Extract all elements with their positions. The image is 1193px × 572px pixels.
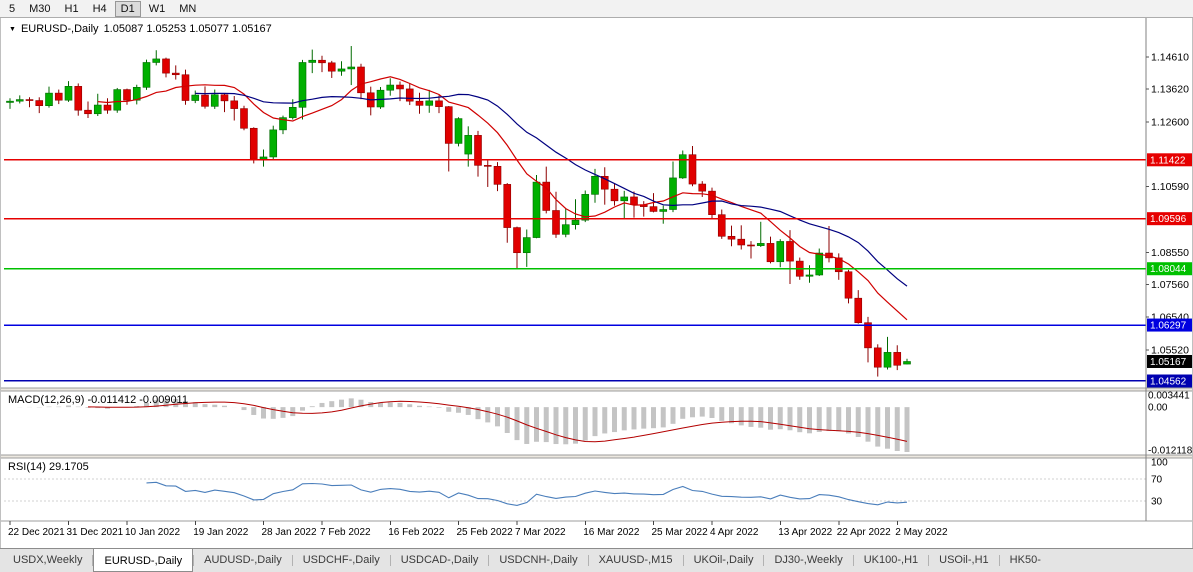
tab-separator: [291, 555, 293, 566]
svg-text:7 Mar 2022: 7 Mar 2022: [515, 527, 566, 538]
tab-separator: [389, 555, 391, 566]
svg-text:1.14610: 1.14610: [1151, 52, 1189, 64]
price-badge-1.06297: [1147, 318, 1193, 332]
tab-uk100-h1[interactable]: UK100-,H1: [863, 554, 919, 566]
price-badge-1.11422: [1147, 153, 1193, 167]
svg-text:0.00: 0.00: [1148, 403, 1168, 414]
tab-ukoil-daily[interactable]: UKOil-,Daily: [693, 554, 754, 566]
date-axis: 22 Dec 2021 31 Dec 2021 10 Jan 2022 19 Jan …: [8, 521, 948, 538]
svg-text:1.12600: 1.12600: [1151, 116, 1189, 128]
tab-separator: [92, 555, 94, 566]
price-badge-1.08044: [1147, 262, 1193, 276]
svg-text:16 Feb 2022: 16 Feb 2022: [388, 527, 445, 538]
svg-text:31 Dec 2021: 31 Dec 2021: [67, 527, 124, 538]
svg-text:0.003441: 0.003441: [1148, 391, 1190, 402]
price-badge-1.09596: [1147, 212, 1193, 226]
svg-text:30: 30: [1151, 497, 1163, 508]
svg-text:100: 100: [1151, 458, 1168, 469]
svg-text:1.06297: 1.06297: [1150, 321, 1187, 332]
timeframe-button-MN[interactable]: MN: [179, 2, 197, 15]
tab-usdcnh-daily[interactable]: USDCNH-,Daily: [499, 554, 578, 566]
timeframe-toolbar: 5 M30 H1 H4 D1 W1 MN: [0, 0, 1193, 18]
tab-usdx-weekly[interactable]: USDX,Weekly: [13, 554, 83, 566]
svg-text:7 Feb 2022: 7 Feb 2022: [320, 527, 371, 538]
tab-xauusd-m15[interactable]: XAUUSD-,M15: [598, 554, 673, 566]
svg-text:1.05520: 1.05520: [1151, 345, 1189, 357]
tab-hk50[interactable]: HK50-: [1009, 554, 1041, 566]
svg-text:16 Mar 2022: 16 Mar 2022: [583, 527, 640, 538]
svg-text:1.10590: 1.10590: [1151, 181, 1189, 193]
svg-text:1.05167: 1.05167: [1150, 357, 1187, 368]
chart-background: [0, 18, 1193, 548]
tab-separator: [763, 555, 765, 566]
tab-separator: [682, 555, 684, 566]
tab-eurusd-daily[interactable]: EURUSD-,Daily: [93, 549, 194, 572]
tab-audusd-daily[interactable]: AUDUSD-,Daily: [204, 554, 282, 566]
svg-text:1.08044: 1.08044: [1150, 264, 1187, 275]
svg-text:4 Apr 2022: 4 Apr 2022: [710, 527, 759, 538]
timeframe-button-H1[interactable]: H1: [64, 2, 79, 15]
svg-text:1.13620: 1.13620: [1151, 83, 1189, 95]
chart-tabbar: USDX,Weekly EURUSD-,Daily AUDUSD-,Daily USD…: [0, 548, 1193, 572]
timeframe-button-5[interactable]: 5: [9, 2, 16, 15]
price-axis: 1.14610 1.13620 1.12600 1.10590 1.08550 1.075…: [1145, 18, 1193, 521]
panel-splitters[interactable]: [0, 387, 1193, 522]
horizontal-level-lines[interactable]: [4, 159, 1146, 382]
svg-text:25 Mar 2022: 25 Mar 2022: [652, 527, 709, 538]
tab-usdcad-daily[interactable]: USDCAD-,Daily: [400, 554, 479, 566]
timeframe-button-H4[interactable]: H4: [92, 2, 107, 15]
svg-text:22 Apr 2022: 22 Apr 2022: [837, 527, 891, 538]
svg-text:22 Dec 2021: 22 Dec 2021: [8, 527, 65, 538]
tab-dj30-weekly[interactable]: DJ30-,Weekly: [774, 554, 843, 566]
moving-averages: [97, 76, 908, 321]
svg-text:25 Feb 2022: 25 Feb 2022: [457, 527, 514, 538]
svg-text:-0.012118: -0.012118: [1148, 445, 1193, 456]
timeframe-button-D1[interactable]: D1: [114, 0, 141, 17]
chart-area[interactable]: 0.003441 0.00 -0.012118 100 70 30 1.14610 1.136…: [0, 18, 1193, 548]
svg-text:1.08550: 1.08550: [1151, 247, 1189, 259]
timeframe-button-M30[interactable]: M30: [29, 2, 51, 15]
candlestick-plot: [6, 46, 911, 377]
svg-text:1.09596: 1.09596: [1150, 214, 1187, 225]
tab-separator: [587, 555, 589, 566]
rsi-panel: 100 70 30: [4, 458, 1168, 508]
svg-text:10 Jan 2022: 10 Jan 2022: [125, 527, 180, 538]
tab-separator: [193, 555, 195, 566]
tab-usoil-h1[interactable]: USOil-,H1: [939, 554, 989, 566]
tab-usdchf-daily[interactable]: USDCHF-,Daily: [302, 554, 380, 566]
svg-text:1.11422: 1.11422: [1150, 155, 1186, 166]
tab-separator: [928, 555, 930, 566]
svg-text:70: 70: [1151, 474, 1163, 485]
svg-text:28 Jan 2022: 28 Jan 2022: [262, 527, 317, 538]
svg-text:19 Jan 2022: 19 Jan 2022: [193, 527, 248, 538]
price-badge-1.04562: [1147, 374, 1193, 388]
svg-text:1.07560: 1.07560: [1151, 279, 1189, 291]
tab-separator: [488, 555, 490, 566]
timeframe-button-W1[interactable]: W1: [148, 2, 166, 15]
svg-text:13 Apr 2022: 13 Apr 2022: [778, 527, 832, 538]
svg-text:2 May 2022: 2 May 2022: [895, 527, 948, 538]
svg-text:1.04562: 1.04562: [1150, 376, 1187, 387]
price-badge-1.05167: [1147, 354, 1193, 368]
tab-separator: [852, 555, 854, 566]
tab-separator: [998, 555, 1000, 566]
